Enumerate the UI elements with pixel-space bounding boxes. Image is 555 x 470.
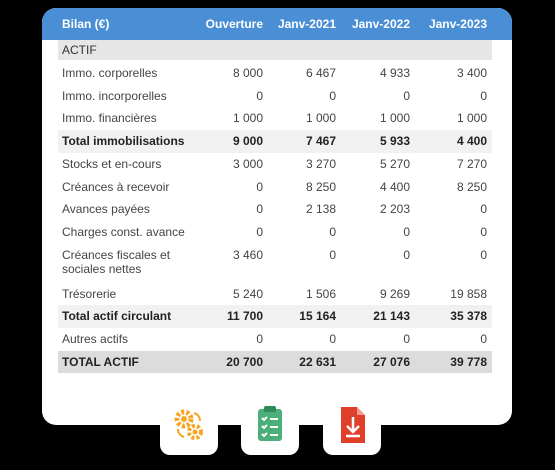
row-value: 3 000 bbox=[232, 156, 263, 171]
row-value: 4 400 bbox=[379, 179, 410, 194]
row-value: 4 400 bbox=[456, 134, 487, 149]
row-label: TOTAL ACTIF bbox=[62, 354, 139, 369]
row-value: 8 250 bbox=[305, 179, 336, 194]
row-value: 9 000 bbox=[232, 134, 263, 149]
row-value: 0 bbox=[256, 179, 263, 194]
table-row: TOTAL ACTIF 20 700 22 631 27 076 39 778 bbox=[58, 350, 492, 374]
row-label: Créances à recevoir bbox=[62, 179, 170, 194]
row-value: 11 700 bbox=[226, 309, 263, 324]
table-row: Stocks et en-cours 3 000 3 270 5 270 7 270 bbox=[58, 153, 492, 176]
section-row: ACTIF bbox=[58, 40, 492, 60]
row-label: Stocks et en-cours bbox=[62, 156, 162, 171]
row-label: Créances fiscales et sociales nettes bbox=[62, 247, 171, 276]
row-label: Immo. corporelles bbox=[62, 66, 158, 80]
table-row: Avances payées 0 2 138 2 203 0 bbox=[58, 198, 492, 221]
row-value: 39 778 bbox=[450, 354, 487, 369]
row-value: 0 bbox=[403, 332, 410, 346]
row-value: 8 000 bbox=[232, 66, 263, 80]
download-button[interactable] bbox=[323, 395, 381, 455]
row-value: 5 270 bbox=[379, 156, 410, 171]
row-value: 7 467 bbox=[305, 134, 336, 149]
settings-icon bbox=[174, 409, 203, 440]
row-value: 1 000 bbox=[456, 111, 487, 126]
header-column: Janv-2021 bbox=[277, 17, 336, 31]
row-label: Avances payées bbox=[62, 202, 150, 217]
row-value: 0 bbox=[256, 88, 263, 103]
row-value: 2 203 bbox=[379, 202, 410, 217]
row-value: 0 bbox=[480, 224, 487, 239]
table-row: Autres actifs 0 0 0 0 bbox=[58, 328, 492, 351]
row-value: 0 bbox=[480, 247, 487, 262]
checklist-icon bbox=[258, 406, 282, 441]
row-value: 0 bbox=[329, 247, 336, 262]
row-label: Charges const. avance bbox=[62, 224, 185, 239]
row-value: 1 506 bbox=[305, 286, 336, 301]
row-label: Immo. financières bbox=[62, 111, 157, 126]
table-row: Créances fiscales et sociales nettes 3 46… bbox=[58, 244, 492, 283]
row-value: 2 138 bbox=[305, 202, 336, 217]
row-value: 0 bbox=[480, 332, 487, 346]
row-label: Autres actifs bbox=[62, 332, 129, 346]
row-value: 5 240 bbox=[232, 286, 263, 301]
row-value: 0 bbox=[329, 332, 336, 346]
table-row: Trésorerie 5 240 1 506 9 269 19 858 bbox=[58, 283, 492, 306]
row-value: 21 143 bbox=[373, 309, 410, 324]
row-value: 0 bbox=[256, 332, 263, 346]
row-value: 0 bbox=[256, 224, 263, 239]
row-value: 0 bbox=[329, 224, 336, 239]
row-value: 0 bbox=[480, 202, 487, 217]
table-row: Immo. corporelles 8 000 6 467 4 933 3 400 bbox=[58, 62, 492, 85]
download-icon bbox=[341, 407, 365, 443]
row-value: 6 467 bbox=[305, 66, 336, 80]
table-row: Charges const. avance 0 0 0 0 bbox=[58, 221, 492, 244]
header-label: Bilan (€) bbox=[62, 17, 110, 31]
row-value: 19 858 bbox=[450, 286, 487, 301]
row-value: 15 164 bbox=[299, 309, 336, 324]
row-value: 3 270 bbox=[305, 156, 336, 171]
row-value: 0 bbox=[480, 88, 487, 103]
header-column: Ouverture bbox=[205, 17, 263, 31]
header-column: Janv-2023 bbox=[428, 17, 487, 31]
row-value: 3 400 bbox=[456, 66, 487, 80]
row-value: 0 bbox=[403, 247, 410, 262]
row-value: 0 bbox=[256, 202, 263, 217]
row-value: 9 269 bbox=[379, 286, 410, 301]
row-label: Trésorerie bbox=[62, 286, 117, 301]
row-value: 1 000 bbox=[232, 111, 263, 126]
row-label: Total actif circulant bbox=[62, 309, 172, 324]
row-value: 0 bbox=[403, 88, 410, 103]
table-row: Créances à recevoir 0 8 250 4 400 8 250 bbox=[58, 176, 492, 199]
table-header: Bilan (€) Ouverture Janv-2021 Janv-2022 Janv… bbox=[42, 8, 512, 40]
row-value: 35 378 bbox=[450, 309, 487, 324]
table-row: Total actif circulant 11 700 15 164 21 143 3… bbox=[58, 305, 492, 328]
table-row: Immo. incorporelles 0 0 0 0 bbox=[58, 85, 492, 108]
table-row: Immo. financières 1 000 1 000 1 000 1 000 bbox=[58, 107, 492, 130]
settings-button[interactable] bbox=[160, 395, 218, 455]
row-value: 4 933 bbox=[379, 66, 410, 80]
row-value: 3 460 bbox=[232, 247, 263, 262]
checklist-button[interactable] bbox=[241, 395, 299, 455]
row-label: Total immobilisations bbox=[62, 134, 185, 149]
row-label: Immo. incorporelles bbox=[62, 88, 167, 103]
header-column: Janv-2022 bbox=[351, 17, 410, 31]
row-value: 0 bbox=[403, 224, 410, 239]
section-label: ACTIF bbox=[62, 43, 97, 57]
row-value: 1 000 bbox=[379, 111, 410, 126]
row-value: 22 631 bbox=[299, 354, 336, 369]
row-value: 8 250 bbox=[456, 179, 487, 194]
row-value: 0 bbox=[329, 88, 336, 103]
row-value: 7 270 bbox=[456, 156, 487, 171]
row-value: 20 700 bbox=[226, 354, 263, 369]
row-value: 5 933 bbox=[379, 134, 410, 149]
row-value: 27 076 bbox=[373, 354, 410, 369]
row-value: 1 000 bbox=[305, 111, 336, 126]
table-card: Bilan (€) Ouverture Janv-2021 Janv-2022 Janv… bbox=[42, 8, 512, 425]
table-row: Total immobilisations 9 000 7 467 5 933 4 40… bbox=[58, 130, 492, 153]
